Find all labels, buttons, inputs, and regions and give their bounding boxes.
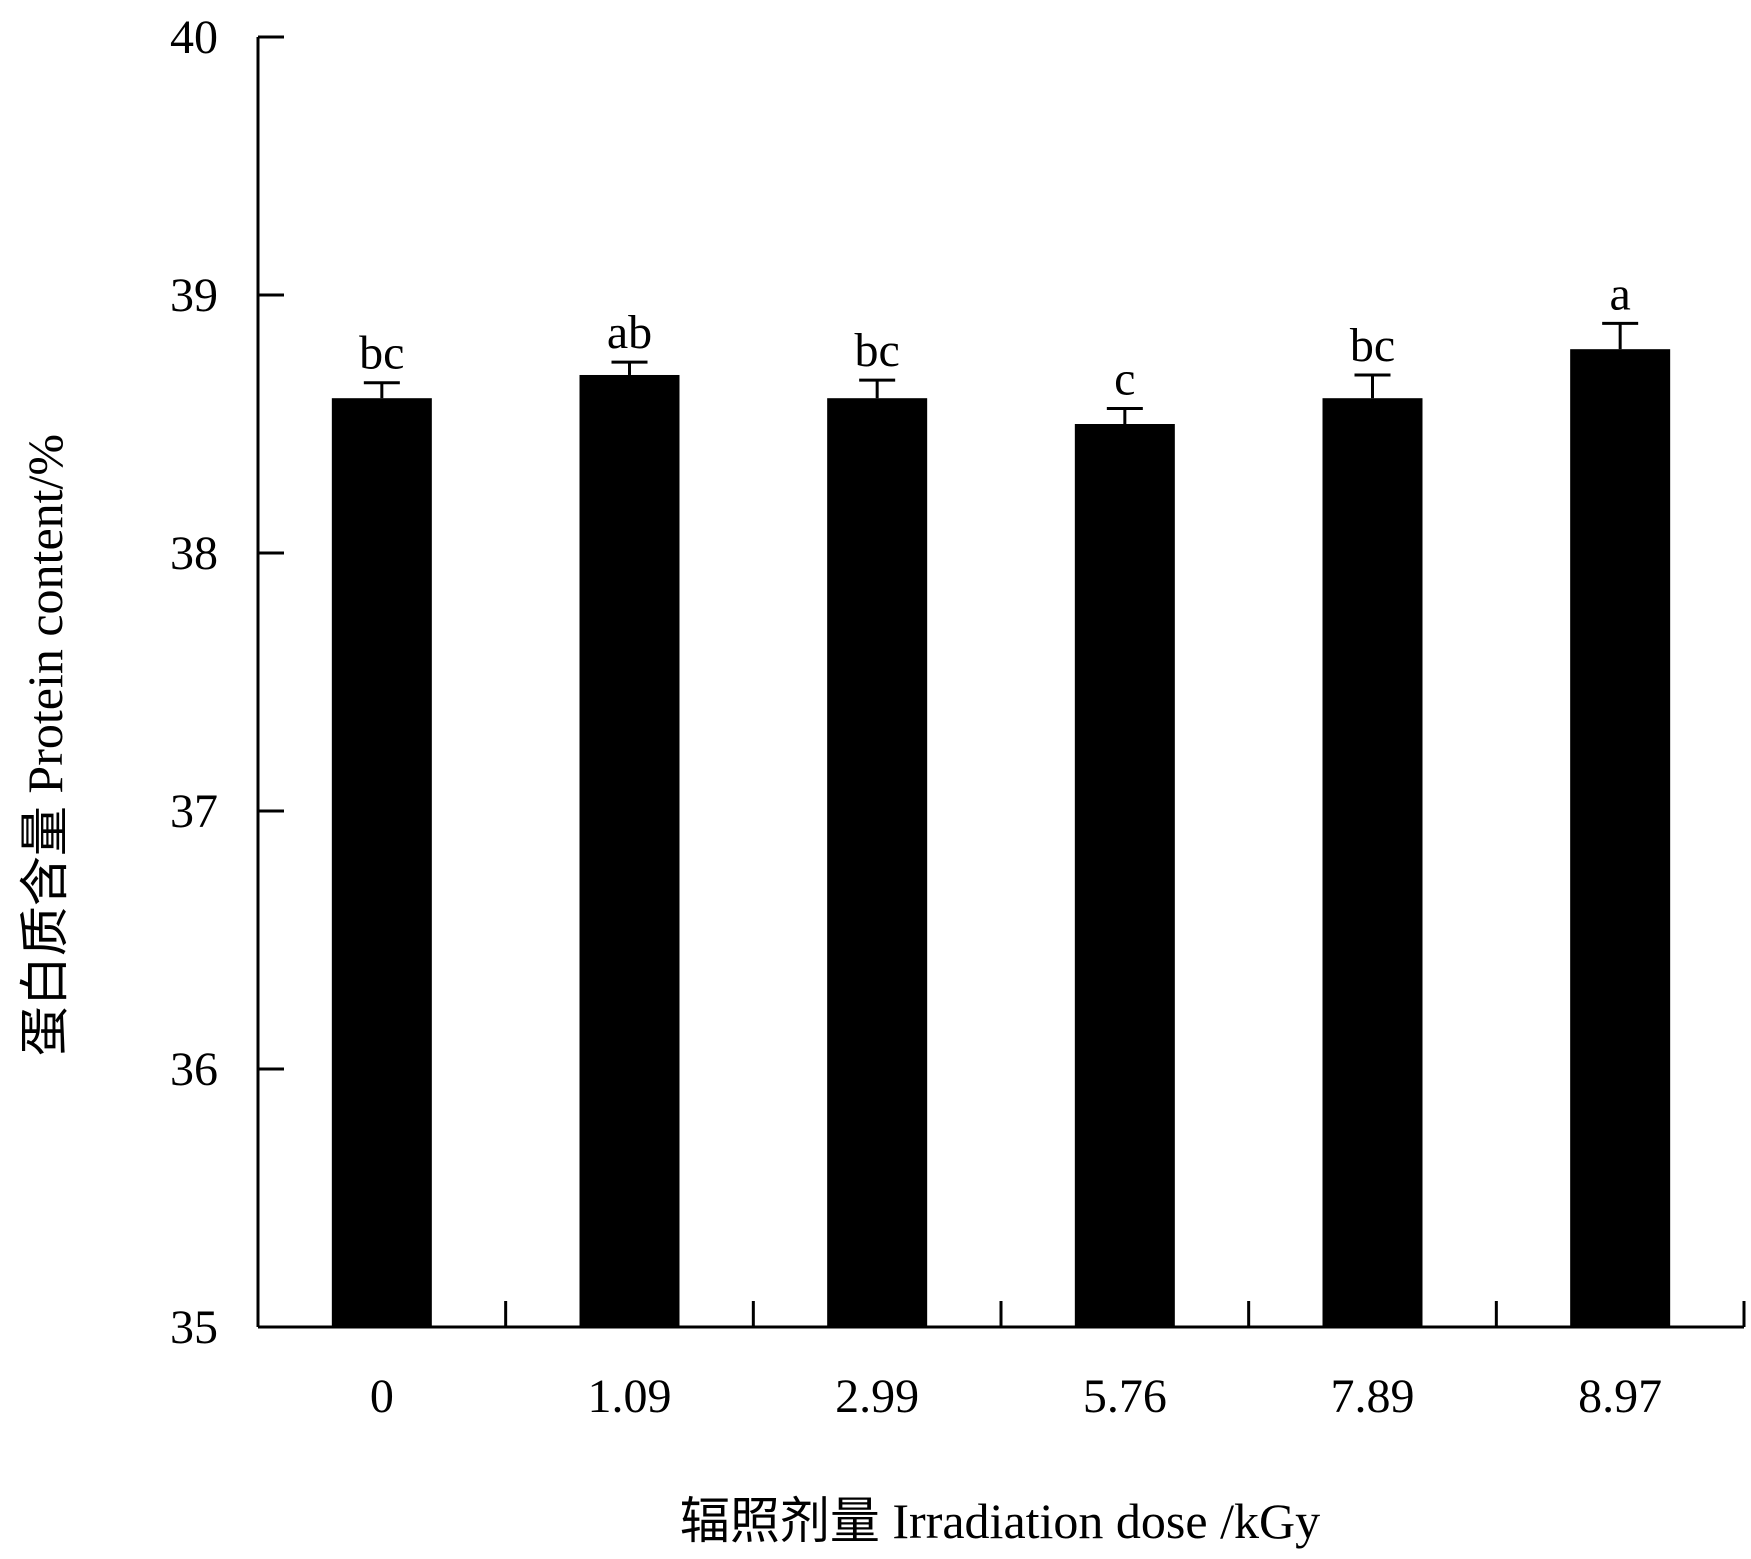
significance-label: a xyxy=(1610,267,1631,320)
significance-label: bc xyxy=(359,327,404,380)
y-tick-label: 37 xyxy=(170,785,218,838)
x-tick-label: 8.97 xyxy=(1578,1370,1662,1423)
significance-label: bc xyxy=(855,324,900,377)
y-tick-label: 39 xyxy=(170,269,218,322)
x-axis-title: 辐照剂量 Irradiation dose /kGy xyxy=(680,1493,1320,1549)
bars: bc ab bc c bc a xyxy=(331,267,1671,1328)
bar xyxy=(1074,424,1175,1327)
significance-label: bc xyxy=(1350,319,1395,372)
y-axis-ticks: 35 36 37 38 39 40 xyxy=(170,11,284,1354)
x-axis-ticks: 0 1.09 2.99 5.76 7.89 8.97 xyxy=(370,1301,1746,1423)
y-tick-label: 38 xyxy=(170,527,218,580)
y-tick-label: 35 xyxy=(170,1301,218,1354)
bar xyxy=(1322,398,1423,1327)
x-tick-label: 5.76 xyxy=(1083,1370,1167,1423)
significance-label: c xyxy=(1114,353,1135,406)
significance-label: ab xyxy=(607,306,652,359)
y-tick-label: 40 xyxy=(170,11,218,64)
bar xyxy=(1570,349,1671,1327)
x-tick-label: 0 xyxy=(370,1370,394,1423)
y-axis-title: 蛋白质含量 Protein content/% xyxy=(17,434,73,1056)
y-tick-label: 36 xyxy=(170,1043,218,1096)
bar xyxy=(331,398,432,1327)
x-tick-label: 1.09 xyxy=(588,1370,672,1423)
x-tick-label: 7.89 xyxy=(1331,1370,1415,1423)
x-tick-label: 2.99 xyxy=(835,1370,919,1423)
bar xyxy=(579,374,680,1328)
bar xyxy=(827,398,928,1327)
axes xyxy=(256,37,1744,1329)
